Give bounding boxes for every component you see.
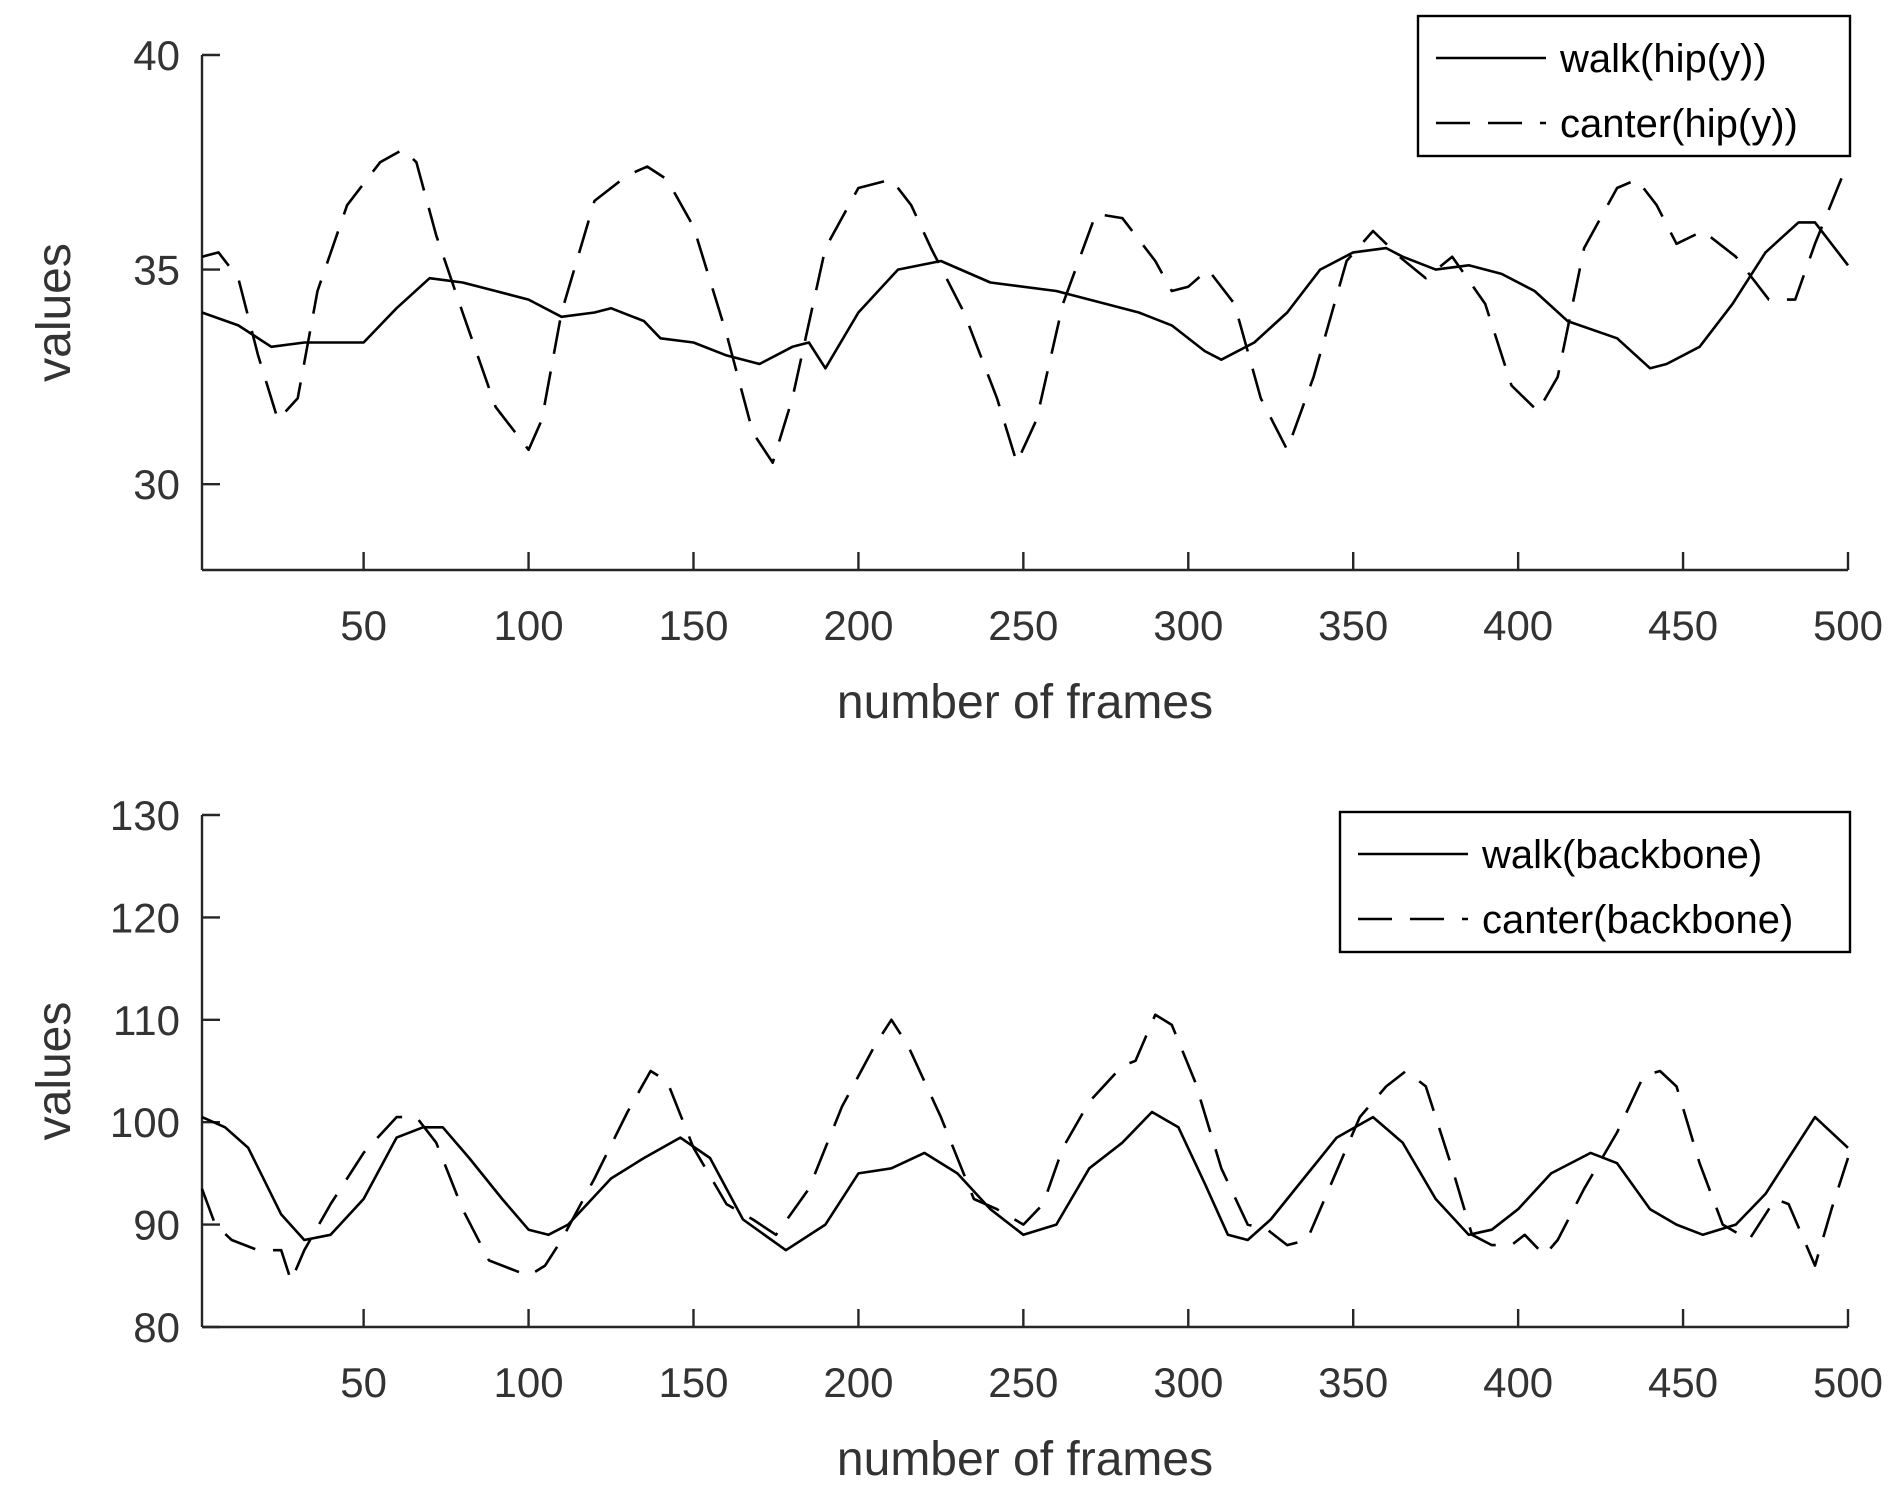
y-tick-label: 40	[133, 32, 180, 79]
y-axis-title: values	[28, 243, 81, 382]
x-tick-label: 300	[1153, 1359, 1223, 1406]
x-tick-label: 350	[1318, 1359, 1388, 1406]
y-tick-label: 90	[133, 1202, 180, 1249]
y-axis-title: values	[28, 1002, 81, 1141]
y-tick-label: 130	[110, 792, 180, 839]
hip-plot: 30 35 40 50 100 150 200 250 300 350 400 450 500 numbe…	[28, 14, 1883, 729]
series-line-canter-hip-y	[201, 148, 1850, 464]
x-tick-label: 450	[1648, 1359, 1718, 1406]
x-tick-label: 250	[988, 602, 1058, 649]
y-tick-label: 30	[133, 461, 180, 508]
backbone-plot: 80 90 100 110 120 130 50 100 150 200 250 300 350 400 4…	[28, 792, 1883, 1486]
x-tick-label: 200	[823, 1359, 893, 1406]
legend-label: walk(backbone)	[1481, 833, 1762, 877]
x-tick-label: 50	[340, 602, 387, 649]
x-axis-title: number of frames	[837, 1433, 1213, 1486]
x-tick-label: 50	[340, 1359, 387, 1406]
x-tick-label: 450	[1648, 602, 1718, 649]
y-tick-label: 100	[110, 1099, 180, 1146]
x-tick-label: 150	[658, 1359, 728, 1406]
x-tick-label: 100	[494, 602, 564, 649]
x-axis-title: number of frames	[837, 676, 1213, 729]
x-tick-label: 350	[1318, 602, 1388, 649]
legend-label: canter(hip(y))	[1560, 102, 1798, 146]
legend-label: canter(backbone)	[1482, 898, 1793, 942]
series-line-walk-backbone	[201, 1110, 1849, 1252]
x-tick-label: 400	[1483, 1359, 1553, 1406]
series-line-walk-hip-y	[201, 221, 1850, 370]
y-tick-label: 120	[110, 894, 180, 941]
y-tick-label: 80	[133, 1304, 180, 1351]
legend-box	[1338, 810, 1852, 954]
y-tick-label: 35	[133, 247, 180, 294]
x-tick-label: 500	[1813, 602, 1883, 649]
y-tick-label: 110	[113, 997, 180, 1044]
x-tick-label: 200	[823, 602, 893, 649]
legend-label: walk(hip(y))	[1559, 37, 1767, 81]
x-tick-label: 100	[494, 1359, 564, 1406]
x-tick-label: 250	[988, 1359, 1058, 1406]
x-tick-label: 300	[1153, 602, 1223, 649]
legend-box	[1416, 14, 1852, 158]
x-tick-label: 400	[1483, 602, 1553, 649]
x-tick-label: 150	[658, 602, 728, 649]
series-line-canter-backbone	[200, 1013, 1850, 1283]
x-tick-label: 500	[1813, 1359, 1883, 1406]
